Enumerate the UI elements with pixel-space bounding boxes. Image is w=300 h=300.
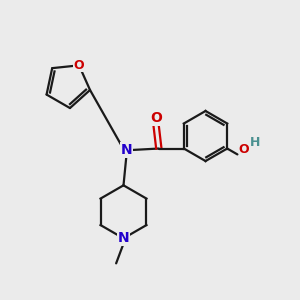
- Text: N: N: [121, 143, 132, 157]
- Text: H: H: [250, 136, 260, 149]
- Text: O: O: [238, 143, 249, 157]
- Text: O: O: [150, 111, 162, 125]
- Text: O: O: [74, 59, 84, 72]
- Text: N: N: [118, 231, 129, 245]
